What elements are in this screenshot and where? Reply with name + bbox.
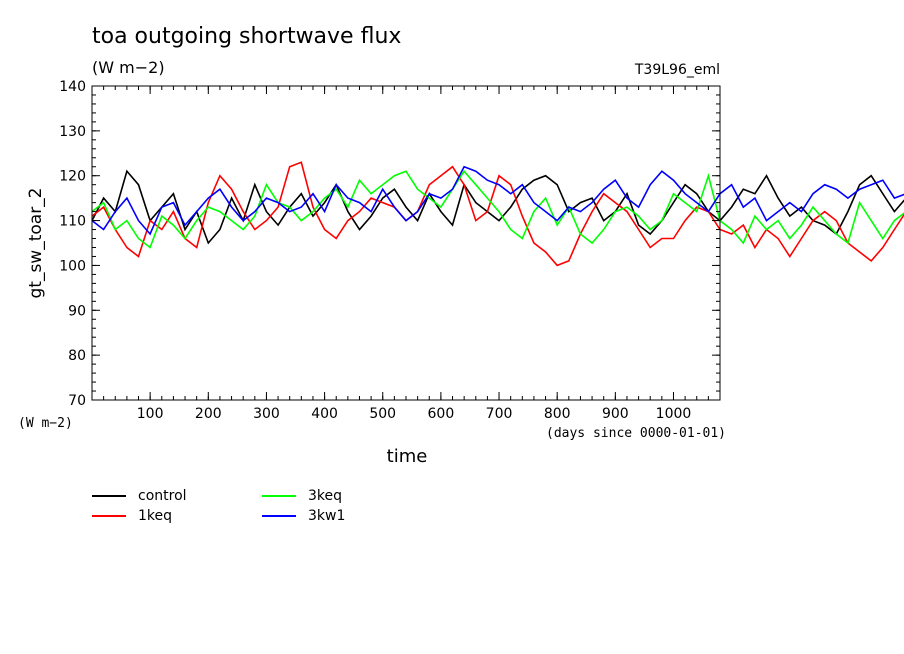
legend-label: 1keq <box>138 508 173 524</box>
legend-item-control: control <box>92 487 187 505</box>
plot-frame <box>91 85 721 401</box>
y-tick-label: 110 <box>59 214 86 230</box>
legend-item-3kw1: 3kw1 <box>262 507 345 525</box>
y-tick-label: 130 <box>59 124 86 140</box>
y-tick-label: 70 <box>68 393 86 409</box>
x-axis-label: time <box>386 446 428 467</box>
x-tick-label: 400 <box>311 406 338 422</box>
legend-swatch <box>92 515 126 517</box>
x-tick-label: 700 <box>486 406 513 422</box>
chart-units: (W m−2) <box>92 58 165 77</box>
y-tick-label: 90 <box>68 303 86 319</box>
legend-item-1keq: 1keq <box>92 507 172 525</box>
x-tick-label: 1000 <box>656 406 692 422</box>
x-tick-label: 300 <box>253 406 280 422</box>
series-line-control <box>91 169 904 245</box>
series-line-1keq <box>91 161 904 267</box>
run-label: T39L96_eml <box>634 62 720 78</box>
legend-swatch <box>262 515 296 517</box>
y-axis-unit: (W m−2) <box>18 416 73 431</box>
y-tick-label: 120 <box>59 169 86 185</box>
x-tick-label: 200 <box>195 406 222 422</box>
x-tick-label: 600 <box>428 406 455 422</box>
x-tick-label: 800 <box>544 406 571 422</box>
chart-title: toa outgoing shortwave flux <box>92 24 402 49</box>
legend-label: 3keq <box>308 488 343 504</box>
x-axis-unit: (days since 0000-01-01) <box>546 426 727 441</box>
legend-label: control <box>138 488 187 504</box>
legend-swatch <box>92 495 126 497</box>
y-tick-label: 100 <box>59 258 86 274</box>
x-tick-label: 500 <box>369 406 396 422</box>
legend-label: 3kw1 <box>308 508 346 524</box>
x-tick-label: 100 <box>137 406 164 422</box>
series-line-3keq <box>91 169 904 249</box>
legend-swatch <box>262 495 296 497</box>
x-tick-label: 900 <box>602 406 629 422</box>
y-tick-label: 80 <box>68 348 86 364</box>
legend-item-3keq: 3keq <box>262 487 342 505</box>
y-tick-label: 140 <box>59 79 86 95</box>
series-line-3kw1 <box>91 165 904 236</box>
